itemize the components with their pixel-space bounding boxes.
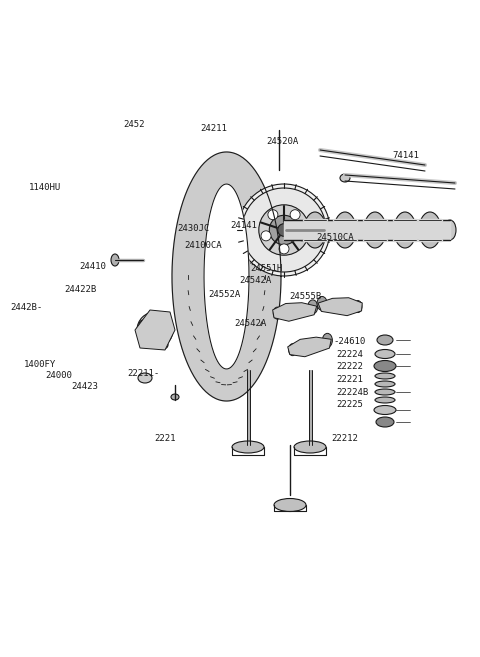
Ellipse shape xyxy=(138,373,152,383)
Text: 2452: 2452 xyxy=(123,120,145,129)
Polygon shape xyxy=(204,184,249,369)
Text: 24100CA: 24100CA xyxy=(185,240,222,250)
Ellipse shape xyxy=(444,220,456,240)
Circle shape xyxy=(261,231,271,241)
Text: 24000: 24000 xyxy=(46,371,72,380)
Ellipse shape xyxy=(374,361,396,371)
Polygon shape xyxy=(273,303,317,321)
Ellipse shape xyxy=(334,212,356,248)
Text: 24520A: 24520A xyxy=(266,137,299,146)
Ellipse shape xyxy=(375,397,395,403)
Text: 1140HU: 1140HU xyxy=(29,183,61,192)
Ellipse shape xyxy=(375,350,395,359)
Ellipse shape xyxy=(171,394,179,400)
Text: 22211-: 22211- xyxy=(127,369,159,378)
Ellipse shape xyxy=(376,417,394,427)
Ellipse shape xyxy=(288,344,297,355)
Ellipse shape xyxy=(317,296,327,310)
Circle shape xyxy=(268,210,278,219)
Circle shape xyxy=(259,205,309,255)
Circle shape xyxy=(242,188,326,272)
Text: 2442B-: 2442B- xyxy=(11,303,43,312)
Text: 22221: 22221 xyxy=(336,375,363,384)
Circle shape xyxy=(137,312,173,348)
Circle shape xyxy=(238,184,330,276)
Polygon shape xyxy=(318,298,362,315)
Polygon shape xyxy=(172,152,281,401)
Ellipse shape xyxy=(364,212,386,248)
Circle shape xyxy=(290,210,300,219)
Ellipse shape xyxy=(273,307,281,319)
Ellipse shape xyxy=(308,300,318,314)
Text: 1400FY: 1400FY xyxy=(24,360,56,369)
Text: 22224: 22224 xyxy=(336,350,363,359)
Ellipse shape xyxy=(394,212,416,248)
Circle shape xyxy=(297,231,307,241)
Circle shape xyxy=(269,215,299,244)
Ellipse shape xyxy=(111,254,119,266)
Ellipse shape xyxy=(374,405,396,415)
Circle shape xyxy=(278,223,290,237)
Ellipse shape xyxy=(377,335,393,345)
Text: 24423: 24423 xyxy=(71,382,98,391)
Ellipse shape xyxy=(375,389,395,395)
Text: -24610: -24610 xyxy=(334,337,366,346)
Circle shape xyxy=(151,326,159,334)
Text: 24552A: 24552A xyxy=(209,290,241,299)
Ellipse shape xyxy=(139,320,147,330)
Ellipse shape xyxy=(304,212,326,248)
Circle shape xyxy=(279,244,289,254)
Text: 24510CA: 24510CA xyxy=(316,233,353,242)
Text: 24422B: 24422B xyxy=(65,284,97,294)
Circle shape xyxy=(145,320,165,340)
Polygon shape xyxy=(135,310,175,350)
Ellipse shape xyxy=(375,373,395,379)
Ellipse shape xyxy=(294,441,326,453)
Text: 22212: 22212 xyxy=(331,434,358,443)
Polygon shape xyxy=(288,337,331,357)
Text: 22224B: 22224B xyxy=(336,388,368,397)
Ellipse shape xyxy=(375,381,395,387)
Ellipse shape xyxy=(419,212,441,248)
Text: 22225: 22225 xyxy=(336,399,363,409)
Ellipse shape xyxy=(323,333,332,348)
Ellipse shape xyxy=(158,341,168,349)
Text: 2430JC: 2430JC xyxy=(178,224,210,233)
Text: 24211: 24211 xyxy=(201,124,228,133)
Text: 24410: 24410 xyxy=(79,261,106,271)
Ellipse shape xyxy=(354,300,362,313)
Ellipse shape xyxy=(340,174,350,182)
Text: 22222: 22222 xyxy=(336,362,363,371)
Ellipse shape xyxy=(274,499,306,512)
Text: 24555B: 24555B xyxy=(289,292,321,302)
Text: 24141: 24141 xyxy=(230,221,257,230)
Text: 74141: 74141 xyxy=(393,151,420,160)
Text: 24542A: 24542A xyxy=(239,276,271,285)
Text: 24551H: 24551H xyxy=(251,263,283,273)
Ellipse shape xyxy=(232,441,264,453)
Text: 2221: 2221 xyxy=(155,434,176,443)
Text: 24542A: 24542A xyxy=(234,319,266,328)
